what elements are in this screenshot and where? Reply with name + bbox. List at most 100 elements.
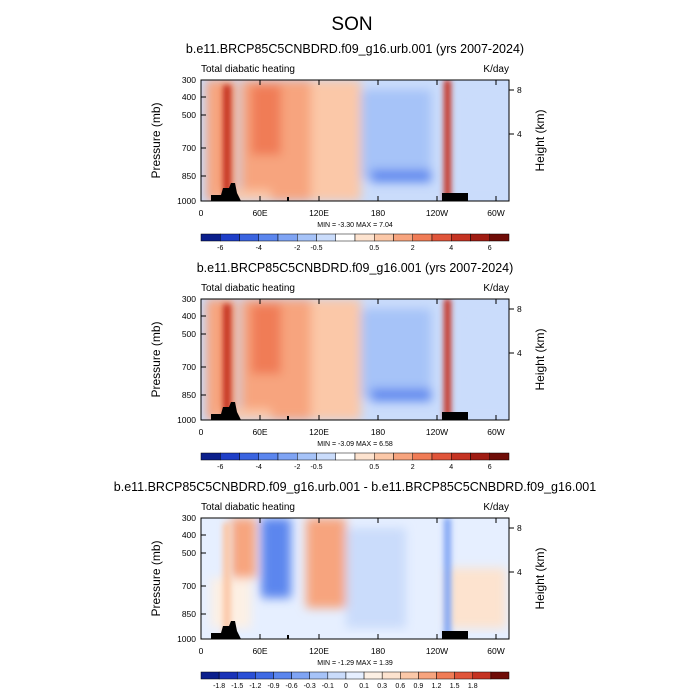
legend-label: 0.5 — [369, 464, 379, 471]
field-detail — [223, 518, 451, 639]
y-tick-label: 400 — [182, 530, 196, 540]
legend-label: -1.5 — [231, 683, 243, 690]
field-region — [446, 568, 506, 628]
terrain — [442, 631, 468, 639]
plot-frame — [200, 517, 510, 640]
y-tick-label: 700 — [182, 143, 196, 153]
left-string: Total diabatic heating — [201, 502, 295, 513]
y2-tick-label: 4 — [517, 129, 522, 139]
legend-swatch — [239, 452, 259, 461]
y-tick-label: 1000 — [177, 415, 196, 425]
x-tick-label: 120W — [426, 208, 448, 218]
terrain — [287, 635, 289, 639]
legend-swatch — [309, 671, 329, 680]
y-tick-label: 700 — [182, 362, 196, 372]
y2-tick-label: 4 — [517, 567, 522, 577]
terrain — [211, 183, 241, 201]
legend-swatch — [335, 452, 356, 461]
field-region — [346, 528, 406, 628]
heating-strip — [444, 299, 451, 420]
legend-swatch — [297, 452, 317, 461]
legend-swatch — [451, 452, 471, 461]
field-region — [206, 80, 236, 201]
field-detail — [223, 80, 451, 201]
plot-frame — [200, 79, 510, 202]
legend-swatch — [316, 452, 336, 461]
y-tick-label: 400 — [182, 92, 196, 102]
legend-label: -6 — [217, 245, 223, 252]
legend-label: 0.6 — [395, 683, 405, 690]
heating-strip — [223, 304, 231, 420]
field-region — [371, 170, 431, 182]
y-axis-label: Pressure (mb) — [149, 102, 163, 178]
legend-swatch — [393, 233, 413, 242]
x-tick-label: 60E — [252, 208, 267, 218]
legend-label: -6 — [217, 464, 223, 471]
legend-label: 1.5 — [450, 683, 460, 690]
legend-label: 1.2 — [432, 683, 442, 690]
field-region — [306, 518, 346, 608]
y-tick-label: 400 — [182, 311, 196, 321]
legend-swatch — [489, 452, 510, 461]
y-tick-label: 850 — [182, 171, 196, 181]
panel-3: b.e11.BRCP85C5CNBDRD.f09_g16.urb.001 - b… — [114, 480, 596, 690]
figure-title: SON — [331, 14, 372, 35]
field-region — [311, 80, 361, 201]
legend-swatch — [470, 233, 490, 242]
y2-tick-label: 8 — [517, 304, 522, 314]
legend-swatch — [472, 671, 492, 680]
field-region — [221, 190, 271, 201]
right-string: K/day — [483, 283, 509, 294]
legend-label: 0.3 — [377, 683, 387, 690]
legend-swatch — [220, 452, 240, 461]
legend-swatch — [255, 671, 274, 680]
terrain — [211, 402, 241, 420]
panel-title: b.e11.BRCP85C5CNBDRD.f09_g16.urb.001 - b… — [114, 480, 596, 494]
terrain — [287, 197, 289, 201]
legend-swatch — [220, 233, 240, 242]
y-tick-label: 500 — [182, 110, 196, 120]
legend-swatch — [335, 233, 356, 242]
field-shading — [206, 299, 509, 420]
panel-2: b.e11.BRCP85C5CNBDRD.f09_g16.001 (yrs 20… — [149, 261, 547, 471]
field-region — [221, 409, 271, 420]
y-tick-label: 1000 — [177, 196, 196, 206]
legend-swatch — [431, 233, 452, 242]
legend-swatch — [436, 671, 455, 680]
heating-strip — [223, 523, 231, 639]
legend-label: -4 — [256, 464, 262, 471]
x-tick-label: 180 — [371, 646, 385, 656]
legend-swatch — [374, 233, 394, 242]
field-region — [361, 309, 431, 399]
legend-label: 1.8 — [468, 683, 478, 690]
legend-swatch — [316, 233, 336, 242]
legend-label: 4 — [449, 245, 453, 252]
heating-strip — [444, 80, 451, 201]
field-region — [361, 90, 431, 180]
x-tick-label: 120E — [309, 208, 329, 218]
y-tick-label: 850 — [182, 609, 196, 619]
min-max-stats: MIN = -3.30 MAX = 7.04 — [317, 222, 393, 229]
legend-label: -0.3 — [304, 683, 316, 690]
plot-frame — [200, 298, 510, 421]
y-axis-label: Pressure (mb) — [149, 321, 163, 397]
legend-swatch — [258, 452, 279, 461]
terrain — [287, 416, 289, 420]
legend-label: 6 — [488, 464, 492, 471]
y2-axis-label: Height (km) — [533, 109, 547, 171]
heating-strip — [444, 518, 451, 639]
legend-swatch — [454, 671, 474, 680]
legend-label: 0.5 — [369, 245, 379, 252]
legend-label: -0.6 — [286, 683, 298, 690]
legend-swatch — [451, 233, 471, 242]
legend-swatch — [273, 671, 292, 680]
field-region — [311, 299, 361, 420]
x-tick-label: 120E — [309, 427, 329, 437]
legend-swatch — [490, 671, 510, 680]
y-tick-label: 300 — [182, 294, 196, 304]
x-tick-label: 0 — [199, 427, 204, 437]
legend-label: 6 — [488, 245, 492, 252]
field-detail — [223, 299, 451, 420]
y-tick-label: 300 — [182, 75, 196, 85]
left-string: Total diabatic heating — [201, 64, 295, 75]
